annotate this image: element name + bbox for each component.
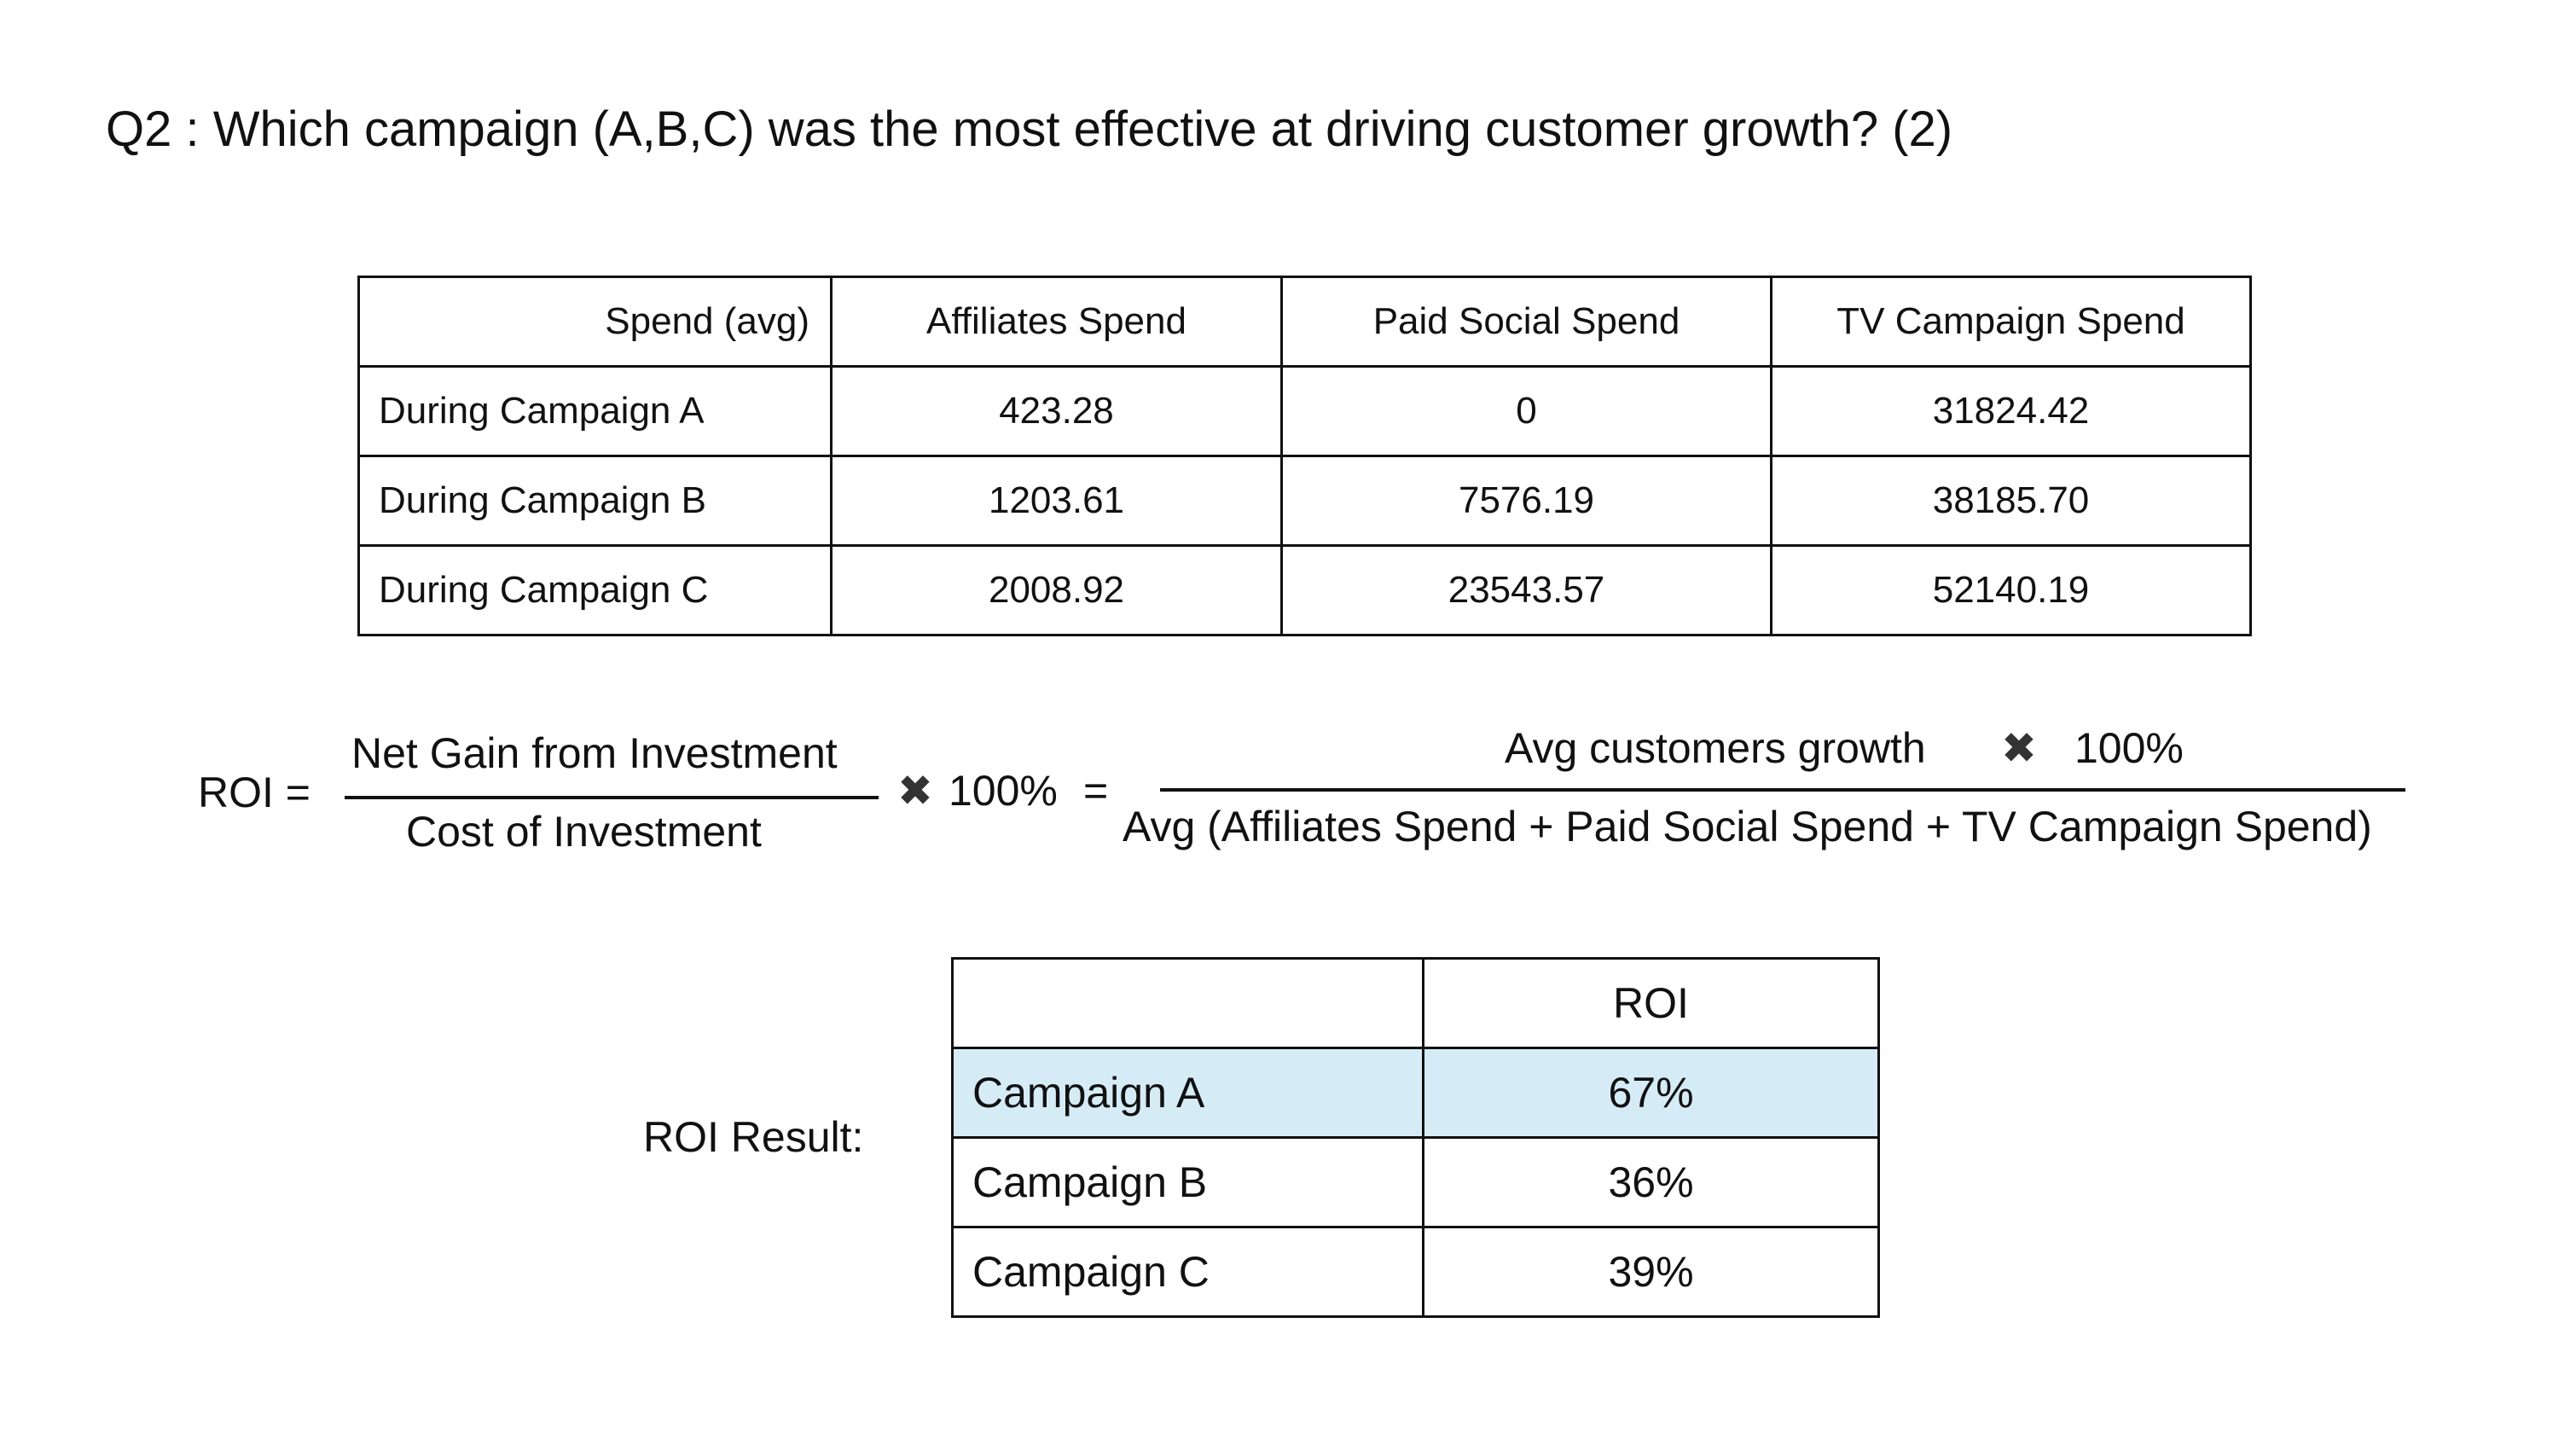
table-cell: 31824.42 [1770,365,2252,457]
row-label: During Campaign C [357,544,833,636]
table-cell: 423.28 [830,365,1283,457]
table-cell: 7576.19 [1280,455,1772,547]
table-cell: 52140.19 [1770,544,2252,636]
table-cell: 2008.92 [830,544,1283,636]
fraction-bar [345,796,879,799]
formula-equals: = [1083,767,1109,815]
table-cell: 1203.61 [830,455,1283,547]
row-label: Campaign C [951,1226,1424,1318]
times-icon: ✖ [2001,724,2037,772]
roi-table: ROI Campaign A 67% Campaign B 36% Campai… [951,957,1880,1318]
header-cell: Spend (avg) [357,276,833,368]
formula-rhs-denominator: Avg (Affiliates Spend + Paid Social Spen… [1123,803,2372,850]
spend-table: Spend (avg) Affiliates Spend Paid Social… [357,276,2252,636]
header-cell: Paid Social Spend [1280,276,1772,368]
question-title: Q2 : Which campaign (A,B,C) was the most… [106,102,1953,157]
table-row: During Campaign A 423.28 0 31824.42 [357,365,2252,457]
header-cell: Affiliates Spend [830,276,1283,368]
times-icon: ✖ [897,767,933,815]
fraction-bar [1160,788,2405,792]
table-row: During Campaign B 1203.61 7576.19 38185.… [357,455,2252,547]
row-label: Campaign B [951,1136,1424,1228]
formula-rhs-multiplier: 100% [2074,724,2184,772]
table-cell: 0 [1280,365,1772,457]
roi-result-label: ROI Result: [643,1113,864,1161]
table-row-highlighted: Campaign A 67% [951,1047,1880,1139]
table-row: Campaign C 39% [951,1226,1880,1318]
table-cell: 38185.70 [1770,455,2252,547]
table-cell: 23543.57 [1280,544,1772,636]
row-label: During Campaign A [357,365,833,457]
spend-table-header: Spend (avg) Affiliates Spend Paid Social… [357,276,2252,368]
formula-multiplier: 100% [949,767,1058,815]
header-cell: ROI [1422,957,1880,1049]
roi-value: 67% [1422,1047,1880,1139]
roi-value: 36% [1422,1136,1880,1228]
row-label: Campaign A [951,1047,1424,1139]
row-label: During Campaign B [357,455,833,547]
header-cell [951,957,1424,1049]
table-row: Campaign B 36% [951,1136,1880,1228]
roi-table-header: ROI [951,957,1880,1049]
table-row: During Campaign C 2008.92 23543.57 52140… [357,544,2252,636]
formula-lhs: ROI = [198,769,310,816]
header-cell: TV Campaign Spend [1770,276,2252,368]
formula-rhs-numerator: Avg customers growth [1505,724,1926,772]
roi-value: 39% [1422,1226,1880,1318]
formula-denominator: Cost of Investment [406,808,762,856]
formula-numerator: Net Gain from Investment [351,729,838,777]
